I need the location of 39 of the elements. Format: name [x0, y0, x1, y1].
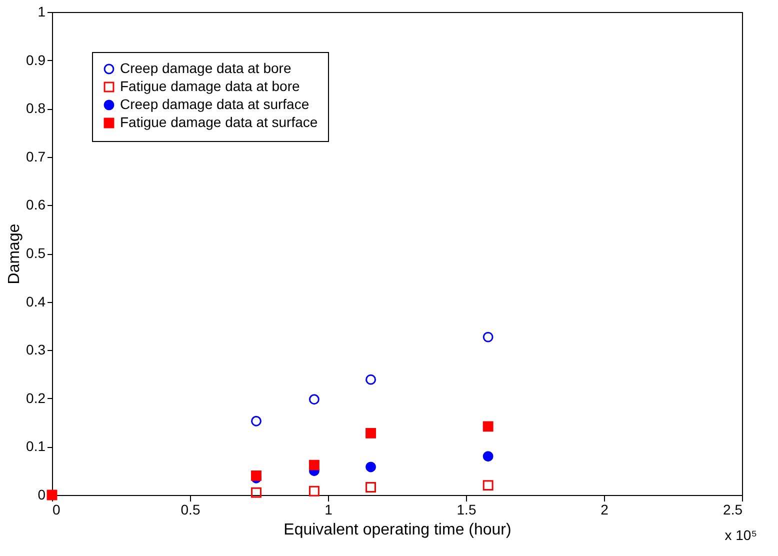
y-tick-label: 1	[38, 4, 46, 20]
x-axis-title: Equivalent operating time (hour)	[284, 522, 512, 538]
x-tick-label: 1	[324, 502, 333, 518]
text: x 10⁵	[724, 527, 757, 543]
y-tick-label: 0.1	[26, 438, 46, 454]
point	[251, 470, 262, 481]
y-tick-label: 0.7	[26, 148, 46, 164]
legend-label: Creep damage data at bore	[120, 60, 292, 76]
y-tick-label: 0.3	[26, 342, 46, 358]
y-tick-label: 0.9	[26, 52, 46, 68]
point	[366, 462, 376, 472]
point	[366, 482, 376, 492]
legend-label: Creep damage data at surface	[120, 96, 310, 112]
x-tick-label: 0	[52, 502, 60, 518]
point	[482, 480, 494, 491]
x-tick-label: 2	[600, 502, 609, 518]
y-tick-label: 0.5	[26, 245, 46, 261]
y-tick-label: 0.4	[26, 293, 46, 310]
point	[308, 460, 320, 470]
y-tick-label: 0.8	[26, 100, 46, 116]
point	[308, 394, 320, 405]
point	[46, 490, 58, 500]
point	[308, 486, 320, 496]
point	[482, 451, 494, 462]
x-tick-label: 1.5	[456, 502, 476, 518]
x-tick-label: 0.5	[180, 502, 200, 518]
point	[251, 487, 262, 498]
point	[366, 374, 376, 385]
y-axis-title: Damage	[6, 224, 24, 284]
legend-label: Fatigue damage data at surface	[120, 114, 318, 130]
point	[251, 416, 262, 426]
point	[482, 421, 494, 432]
x-tick-label: 2.5	[723, 502, 743, 518]
point	[482, 332, 494, 342]
point	[366, 428, 376, 438]
y-tick-label: 0.2	[26, 390, 46, 406]
y-tick-label: 0.6	[26, 196, 46, 213]
legend-label: Fatigue damage data at bore	[120, 78, 300, 94]
y-tick-label: 0	[38, 486, 46, 502]
